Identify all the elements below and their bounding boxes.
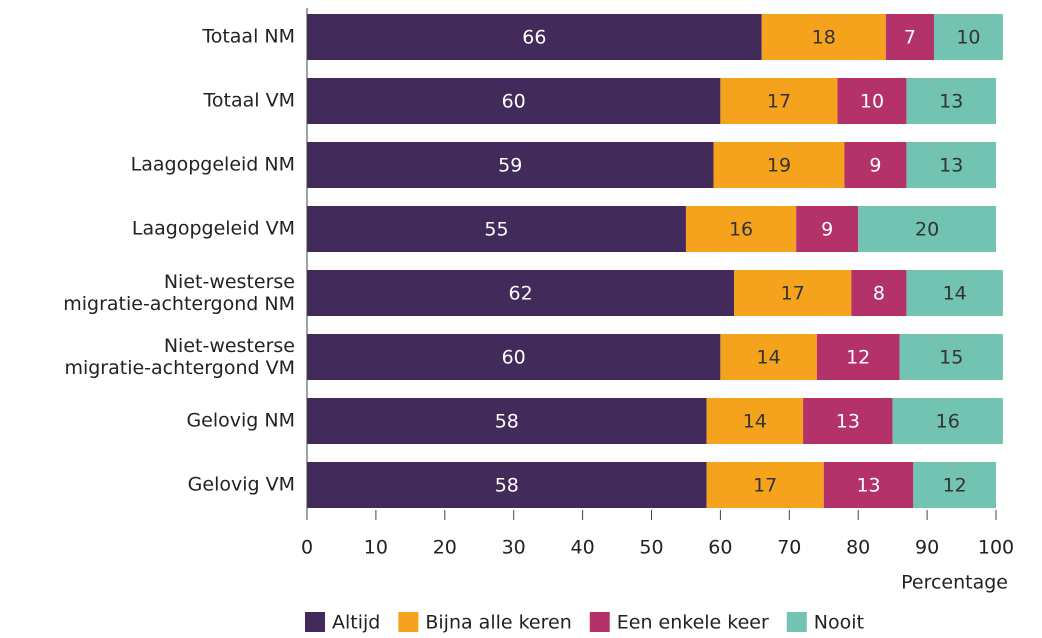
x-tick-label: 70 (777, 537, 801, 559)
bar-segment (796, 206, 859, 252)
y-tick-label: Laagopgeleid VM (132, 218, 295, 240)
bar-segment (307, 334, 721, 380)
legend-swatch (786, 612, 807, 632)
legend-swatch (305, 612, 325, 632)
data-label: 10 (860, 91, 884, 113)
bar-segment (823, 462, 914, 508)
bar-segment (685, 206, 797, 252)
bar-segment (851, 270, 907, 316)
bar-segment (892, 398, 1003, 444)
data-label: 58 (495, 475, 519, 497)
data-label: 13 (836, 411, 860, 433)
data-label: 58 (495, 411, 519, 433)
x-tick-label: 0 (301, 537, 313, 559)
legend-swatch (589, 612, 610, 632)
bar-segment (906, 78, 996, 124)
bar-segment (734, 270, 852, 316)
x-tick-label: 50 (639, 537, 663, 559)
x-tick-label: 90 (915, 537, 939, 559)
bar-segment (720, 78, 838, 124)
data-label: 13 (939, 91, 963, 113)
bar-segment (720, 334, 817, 380)
x-tick-label: 60 (708, 537, 732, 559)
data-label: 66 (522, 27, 546, 49)
data-label: 17 (753, 475, 777, 497)
y-tick-label: Gelovig VM (188, 474, 295, 496)
y-tick-label: Laagopgeleid NM (131, 154, 295, 176)
bar-segment (837, 78, 907, 124)
x-axis-label: Percentage (901, 572, 1008, 594)
bar-segment (844, 142, 907, 188)
data-label: 60 (502, 91, 526, 113)
bar-segment (913, 462, 996, 508)
legend-label: Bijna alle keren (425, 612, 571, 634)
data-label: 9 (821, 219, 833, 241)
y-tick-label: Totaal NM (201, 26, 295, 48)
bar-segment (906, 142, 996, 188)
data-label: 59 (498, 155, 522, 177)
legend-label: Altijd (332, 612, 380, 634)
legend-label: Nooit (814, 612, 864, 634)
y-tick-label: Totaal VM (203, 90, 295, 112)
x-tick-label: 40 (571, 537, 595, 559)
x-tick-label: 30 (502, 537, 526, 559)
data-label: 17 (767, 91, 791, 113)
bar-segment (906, 270, 1003, 316)
data-label: 12 (943, 475, 967, 497)
data-label: 19 (767, 155, 791, 177)
y-tick-label: Niet-westerse migratie-achtergond NM (63, 271, 295, 315)
data-label: 60 (502, 347, 526, 369)
bar-segment (885, 14, 934, 60)
data-label: 14 (943, 283, 967, 305)
bar-segment (307, 462, 707, 508)
legend-label: Een enkele keer (617, 612, 769, 634)
data-label: 55 (484, 219, 508, 241)
y-tick-label: Niet-westerse migratie-achtergond VM (64, 335, 295, 379)
data-label: 16 (936, 411, 960, 433)
legend-swatch (398, 612, 419, 632)
data-label: 10 (956, 27, 980, 49)
bar-segment (307, 398, 707, 444)
bar-segment (307, 270, 735, 316)
bar-segment (933, 14, 1003, 60)
bar-segment (713, 142, 845, 188)
x-tick-label: 20 (433, 537, 457, 559)
bar-segment (307, 78, 721, 124)
bar-segment (706, 462, 824, 508)
bar-segment (816, 334, 900, 380)
bar-segment (307, 142, 714, 188)
data-label: 16 (729, 219, 753, 241)
bar-segment (307, 14, 762, 60)
data-label: 14 (743, 411, 767, 433)
bar-segment (761, 14, 886, 60)
data-label: 62 (508, 283, 532, 305)
data-label: 14 (757, 347, 781, 369)
bar-segment (899, 334, 1003, 380)
data-label: 13 (939, 155, 963, 177)
data-label: 13 (856, 475, 880, 497)
bar-segment (307, 206, 686, 252)
bar-segment (858, 206, 996, 252)
data-label: 7 (904, 27, 916, 49)
data-label: 8 (873, 283, 885, 305)
data-label: 20 (915, 219, 939, 241)
bar-segment (803, 398, 893, 444)
x-tick-label: 100 (978, 537, 1014, 559)
x-tick-label: 80 (846, 537, 870, 559)
data-label: 12 (846, 347, 870, 369)
x-tick-label: 10 (364, 537, 388, 559)
data-label: 18 (812, 27, 836, 49)
data-label: 15 (939, 347, 963, 369)
data-label: 17 (781, 283, 805, 305)
y-tick-label: Gelovig NM (186, 410, 295, 432)
data-label: 9 (869, 155, 881, 177)
bar-segment (706, 398, 804, 444)
